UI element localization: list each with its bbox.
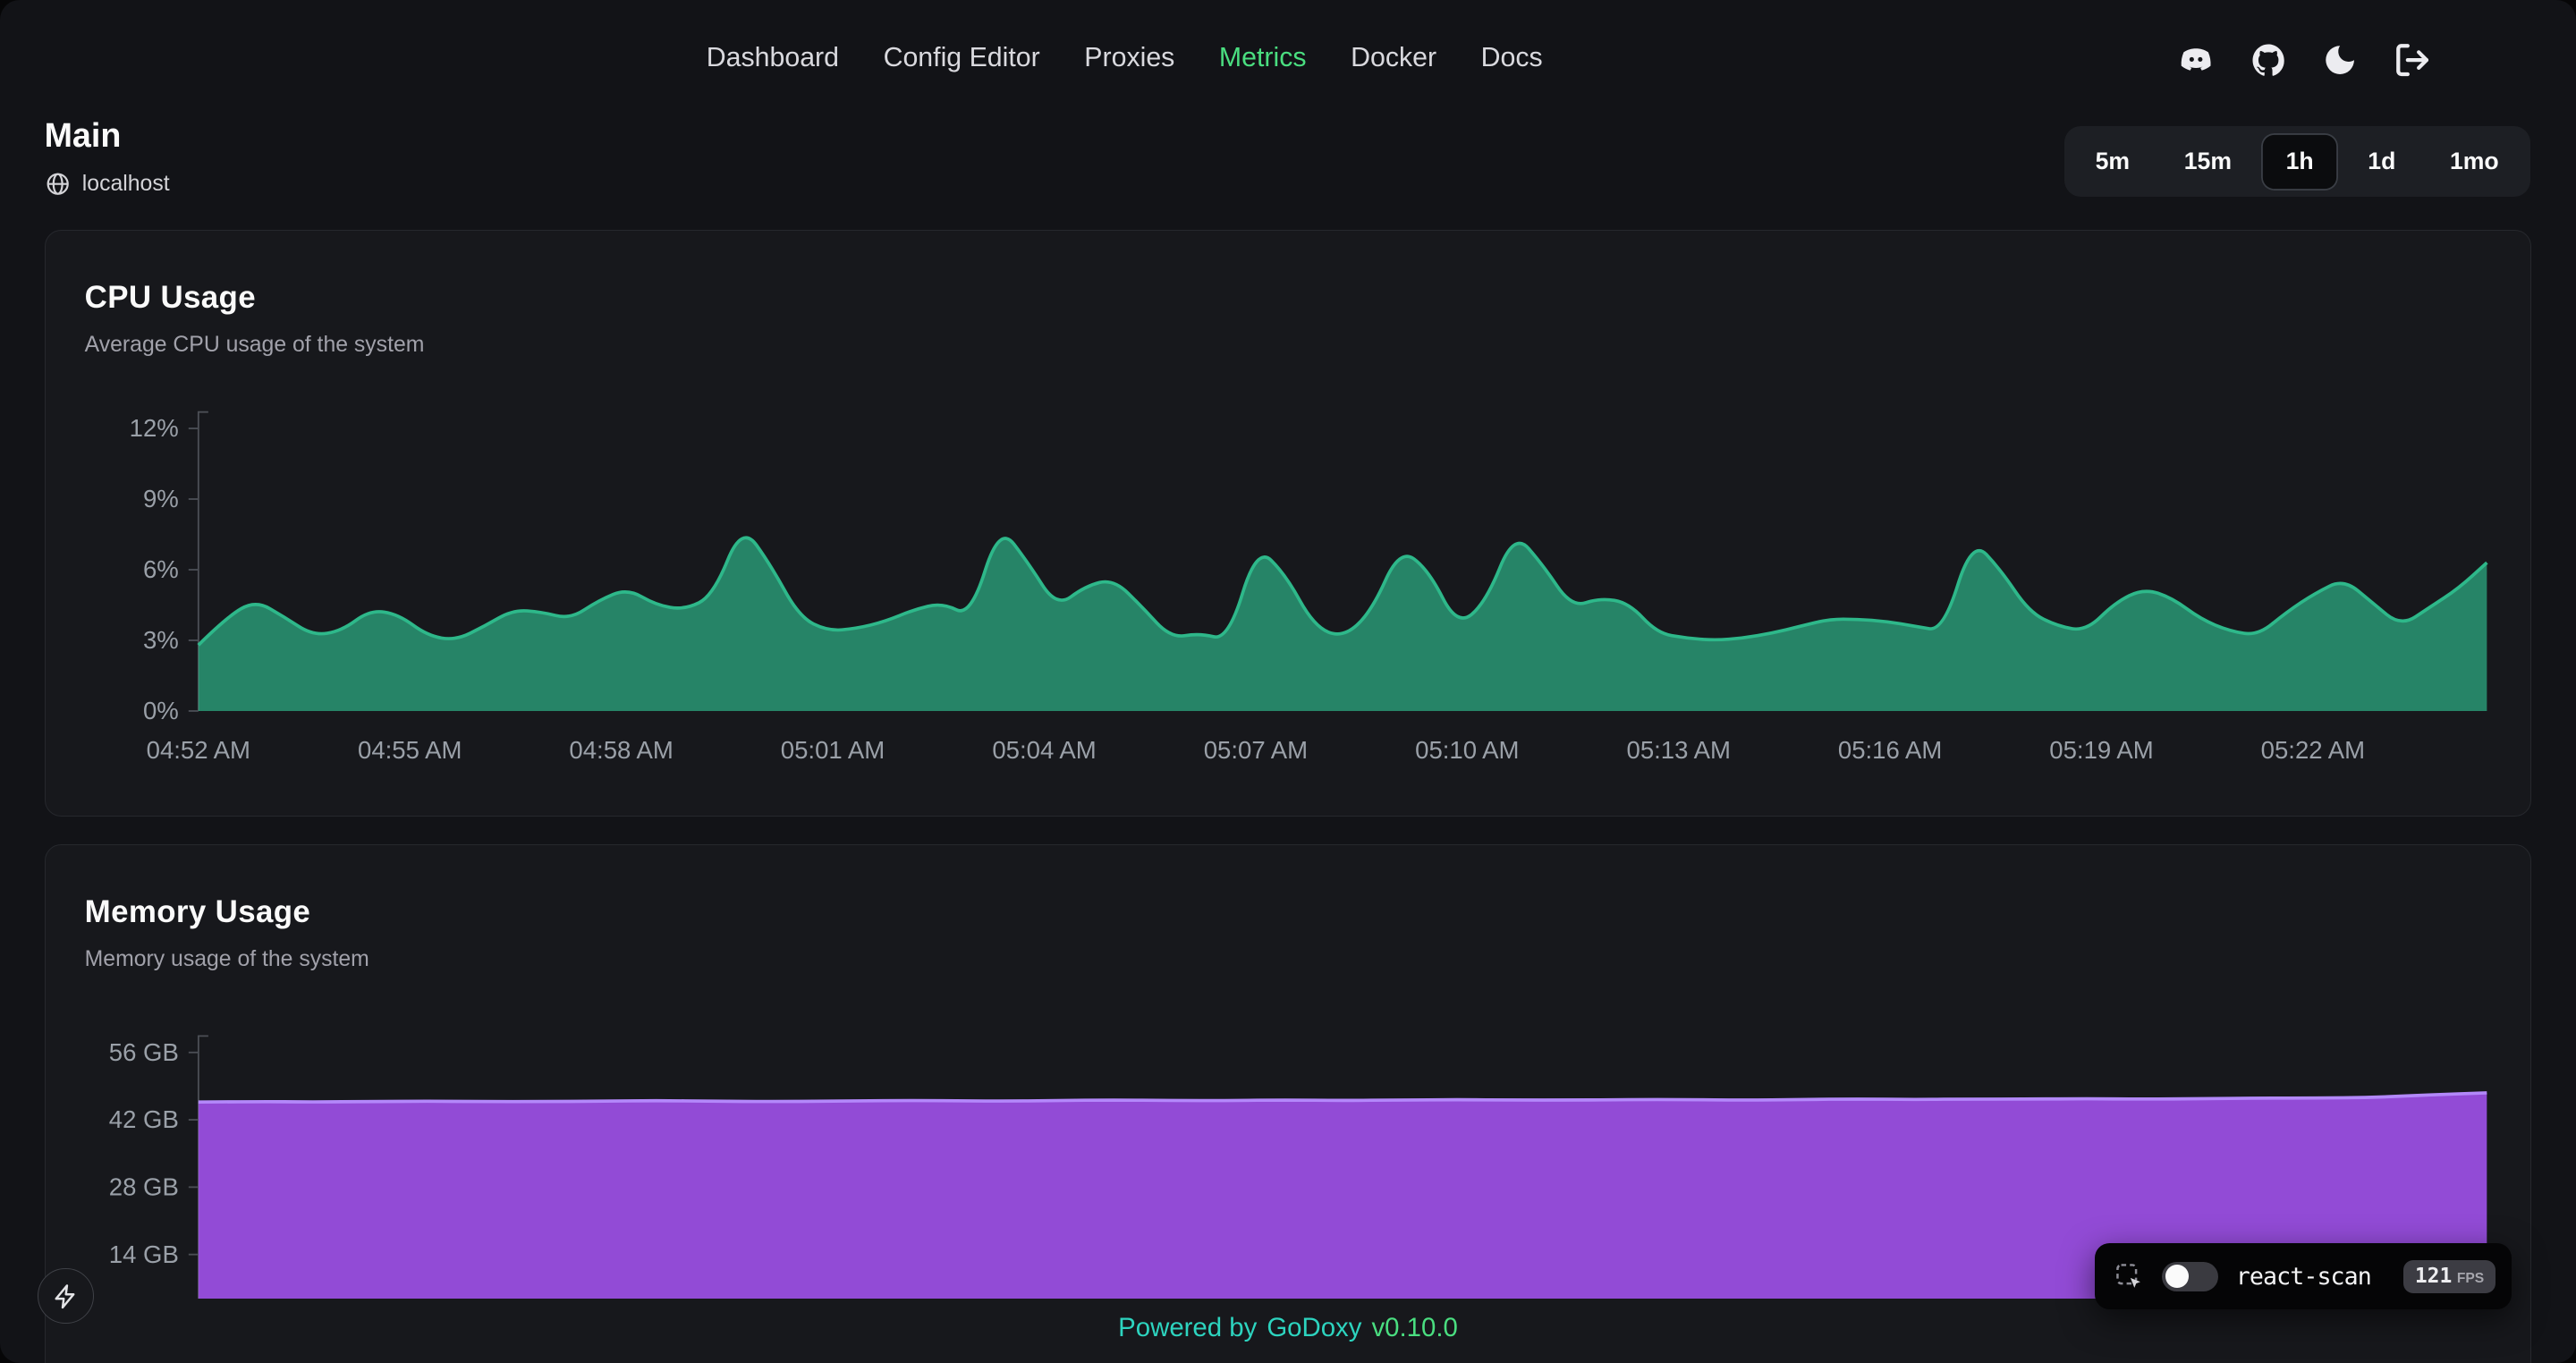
cpu-usage-card: CPU Usage Average CPU usage of the syste… xyxy=(44,230,2533,817)
cpu-usage-chart[interactable]: 0% 3% 6% 9% 12% 04:52 AM 04:55 AM 04:58 AM 05:01… xyxy=(46,409,2533,803)
svg-text:05:07 AM: 05:07 AM xyxy=(1203,736,1307,764)
globe-icon xyxy=(47,173,69,195)
memory-usage-card: Memory Usage Memory usage of the system … xyxy=(44,844,2533,1363)
fps-value: 121 xyxy=(2414,1265,2453,1289)
svg-text:6%: 6% xyxy=(143,555,179,583)
svg-text:56 GB: 56 GB xyxy=(108,1038,178,1066)
svg-text:04:58 AM: 04:58 AM xyxy=(569,736,673,764)
svg-text:28 GB: 28 GB xyxy=(108,1173,178,1200)
host-row: localhost xyxy=(45,171,170,197)
nav-proxies[interactable]: Proxies xyxy=(1084,42,1175,72)
discord-icon[interactable] xyxy=(2177,41,2215,79)
svg-text:05:19 AM: 05:19 AM xyxy=(2049,736,2153,764)
cpu-card-title: CPU Usage xyxy=(84,280,256,316)
time-range-15m[interactable]: 15m xyxy=(2159,133,2256,190)
svg-text:12%: 12% xyxy=(129,414,178,442)
github-icon[interactable] xyxy=(2250,41,2287,79)
svg-text:05:10 AM: 05:10 AM xyxy=(1415,736,1519,764)
nav-docs[interactable]: Docs xyxy=(1480,42,1543,72)
time-range-1mo[interactable]: 1mo xyxy=(2425,133,2523,190)
page-title: Main xyxy=(44,116,122,155)
toggle-knob xyxy=(2165,1265,2189,1288)
footer: Powered by GoDoxy v0.10.0 xyxy=(0,1313,2576,1343)
nav-metrics[interactable]: Metrics xyxy=(1218,42,1307,72)
svg-text:05:01 AM: 05:01 AM xyxy=(780,736,884,764)
time-range-1h[interactable]: 1h xyxy=(2261,132,2339,190)
nav-config-editor[interactable]: Config Editor xyxy=(883,42,1040,72)
header-icon-group xyxy=(2177,41,2432,79)
svg-text:05:22 AM: 05:22 AM xyxy=(2260,736,2364,764)
svg-text:3%: 3% xyxy=(143,626,179,654)
svg-text:0%: 0% xyxy=(143,697,179,724)
svg-text:05:13 AM: 05:13 AM xyxy=(1626,736,1730,764)
dark-mode-moon-icon[interactable] xyxy=(2321,41,2359,79)
svg-text:14 GB: 14 GB xyxy=(108,1240,178,1268)
host-label: localhost xyxy=(81,171,170,196)
nav-dashboard[interactable]: Dashboard xyxy=(706,42,839,72)
memory-card-subtitle: Memory usage of the system xyxy=(84,946,369,971)
godoxy-link[interactable]: GoDoxy xyxy=(1267,1313,1362,1343)
quick-actions-button[interactable] xyxy=(38,1267,94,1325)
version-label: v0.10.0 xyxy=(1371,1313,1458,1343)
fps-unit: FPS xyxy=(2456,1271,2485,1287)
main-nav: Dashboard Config Editor Proxies Metrics … xyxy=(707,43,1543,73)
time-range-1d[interactable]: 1d xyxy=(2343,133,2420,190)
svg-text:04:55 AM: 04:55 AM xyxy=(358,736,462,764)
svg-text:04:52 AM: 04:52 AM xyxy=(146,736,250,764)
time-range-selector: 5m 15m 1h 1d 1mo xyxy=(2063,126,2530,198)
svg-text:05:04 AM: 05:04 AM xyxy=(992,736,1096,764)
react-scan-toolbar: react-scan 121 FPS xyxy=(2094,1243,2512,1309)
time-range-5m[interactable]: 5m xyxy=(2071,133,2155,190)
svg-text:9%: 9% xyxy=(143,485,179,512)
zap-icon xyxy=(55,1283,75,1308)
svg-text:42 GB: 42 GB xyxy=(108,1105,178,1133)
inspect-element-icon[interactable] xyxy=(2114,1262,2144,1291)
nav-docker[interactable]: Docker xyxy=(1351,42,1437,72)
react-scan-label: react-scan xyxy=(2235,1262,2372,1291)
logout-icon[interactable] xyxy=(2394,41,2431,79)
svg-text:05:16 AM: 05:16 AM xyxy=(1837,736,1941,764)
powered-by-text: Powered by xyxy=(1118,1313,1258,1343)
react-scan-toggle[interactable] xyxy=(2162,1261,2218,1291)
memory-card-title: Memory Usage xyxy=(84,894,311,930)
cpu-card-subtitle: Average CPU usage of the system xyxy=(84,332,425,357)
memory-usage-chart[interactable]: 14 GB 28 GB 42 GB 56 GB xyxy=(46,1010,2533,1299)
fps-badge: 121 FPS xyxy=(2403,1259,2496,1293)
